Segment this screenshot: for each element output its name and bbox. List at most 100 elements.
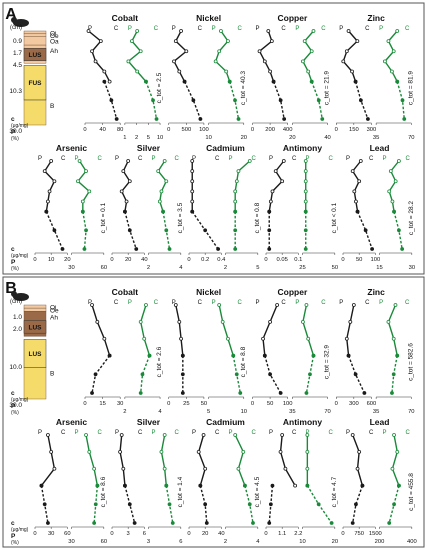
- x-tick-label-green: 40: [324, 135, 330, 141]
- col-header-green-conc: C: [237, 26, 242, 32]
- green-solid-point: [392, 433, 396, 437]
- black-solid-point: [357, 449, 362, 454]
- depth-tick-label: 2.0: [13, 326, 22, 333]
- green-dashed-point: [167, 502, 172, 507]
- green-solid-point: [306, 69, 311, 74]
- element-title: Antimony: [283, 417, 322, 427]
- green-dashed-point: [93, 502, 98, 507]
- col-header-black: P: [38, 430, 42, 436]
- black-dashed-point: [282, 117, 287, 121]
- element-title: Cobalt: [112, 287, 139, 297]
- green-dashed-point: [164, 483, 169, 488]
- black-solid-point: [98, 39, 103, 44]
- black-dashed-point: [127, 228, 132, 233]
- col-header-green-conc: C: [174, 430, 179, 436]
- green-dashed-line: [140, 355, 151, 394]
- black-dashed-line: [264, 355, 282, 394]
- green-dashed-point: [238, 391, 243, 395]
- black-solid-point: [102, 69, 107, 74]
- green-dashed-point: [311, 353, 316, 358]
- black-dashed-point: [270, 483, 275, 488]
- x-tick-label-green: 4: [179, 265, 183, 271]
- green-solid-point: [220, 319, 225, 324]
- green-solid-point: [156, 169, 161, 174]
- black-solid-line: [279, 434, 296, 486]
- green-solid-point: [386, 319, 391, 324]
- black-dashed-point: [107, 353, 112, 358]
- green-dashed-point: [392, 209, 396, 214]
- black-solid-point: [86, 29, 91, 33]
- green-solid-point: [130, 39, 134, 44]
- horizon-label: B: [50, 371, 54, 378]
- panel-letter: B: [5, 280, 17, 297]
- soil-layer-box: [23, 65, 47, 101]
- col-header-black: P: [269, 156, 273, 162]
- col-header-green-conc: C: [405, 156, 410, 162]
- col-header-conc: C: [138, 430, 143, 436]
- green-solid-line: [234, 434, 246, 486]
- green-dashed-point: [316, 98, 321, 103]
- black-dashed-point: [267, 209, 272, 214]
- black-dashed-point: [114, 117, 119, 121]
- x-tick-label: 0: [341, 257, 344, 263]
- x-tick-label-green: 2: [224, 539, 227, 545]
- x-tick-label-green: 2: [123, 409, 126, 415]
- black-dashed-point: [203, 502, 208, 507]
- green-dashed-point: [80, 209, 85, 214]
- green-dashed-point: [400, 247, 405, 251]
- x-tick-label-green: 35: [373, 135, 379, 141]
- black-dashed-point: [350, 521, 355, 525]
- x-tick-label: 50: [201, 401, 207, 407]
- black-solid-point: [344, 49, 349, 54]
- x-tick-label: 0: [335, 127, 338, 133]
- black-solid-point: [350, 69, 354, 74]
- soil-layer-label: LUS: [29, 351, 43, 358]
- green-solid-point: [217, 303, 222, 307]
- x-tick-label: 10: [48, 257, 54, 263]
- soil-horizon: [23, 30, 47, 35]
- black-solid-point: [257, 49, 262, 54]
- ctot-label: c_tot = 455.8: [408, 473, 415, 511]
- element-title: Nickel: [196, 13, 221, 23]
- black-solid-line: [197, 434, 206, 486]
- soil-layer-label: LUS: [29, 324, 43, 331]
- x-tick-label: 300: [367, 127, 377, 133]
- black-solid-point: [121, 466, 126, 471]
- black-dashed-line: [272, 81, 285, 120]
- black-solid-point: [269, 39, 274, 44]
- col-header-conc: C: [114, 300, 119, 306]
- green-dashed-point: [400, 98, 405, 103]
- col-header-green-conc: C: [174, 156, 179, 162]
- green-solid-point: [247, 159, 252, 163]
- depth-tick-label: 4.5: [13, 62, 22, 69]
- col-header-green: P: [295, 300, 299, 306]
- axis-label-conc-unit: (μg/mg): [11, 253, 29, 259]
- col-header-green-conc: C: [405, 300, 410, 306]
- ctot-label: c_tot = 2.5: [156, 72, 163, 103]
- green-solid-point: [306, 336, 311, 341]
- x-tick-label-green: 2: [224, 265, 227, 271]
- black-dashed-point: [278, 98, 283, 103]
- black-dashed-point: [362, 391, 367, 395]
- col-header-green: P: [128, 300, 132, 306]
- x-tick-label-green: 5: [207, 409, 210, 415]
- col-header-conc: C: [114, 26, 119, 32]
- col-header-green-conc: C: [405, 26, 410, 32]
- green-solid-point: [162, 466, 167, 471]
- black-solid-line: [262, 304, 278, 356]
- black-dashed-point: [370, 247, 375, 251]
- green-solid-point: [159, 449, 164, 454]
- black-solid-point: [283, 466, 288, 471]
- ctot-label: c_tot = 3.5: [177, 202, 184, 233]
- green-dashed-point: [395, 353, 400, 358]
- element-title: Antimony: [283, 143, 322, 153]
- ctot-label: c_tot = 2.6: [156, 346, 163, 377]
- col-header-green-conc: C: [97, 156, 102, 162]
- x-tick-label: 30: [117, 401, 123, 407]
- black-solid-point: [266, 29, 271, 33]
- soil-horizon: [23, 307, 47, 312]
- green-solid-point: [303, 199, 308, 204]
- black-solid-point: [121, 169, 126, 174]
- black-solid-point: [196, 449, 201, 454]
- black-solid-point: [262, 59, 267, 64]
